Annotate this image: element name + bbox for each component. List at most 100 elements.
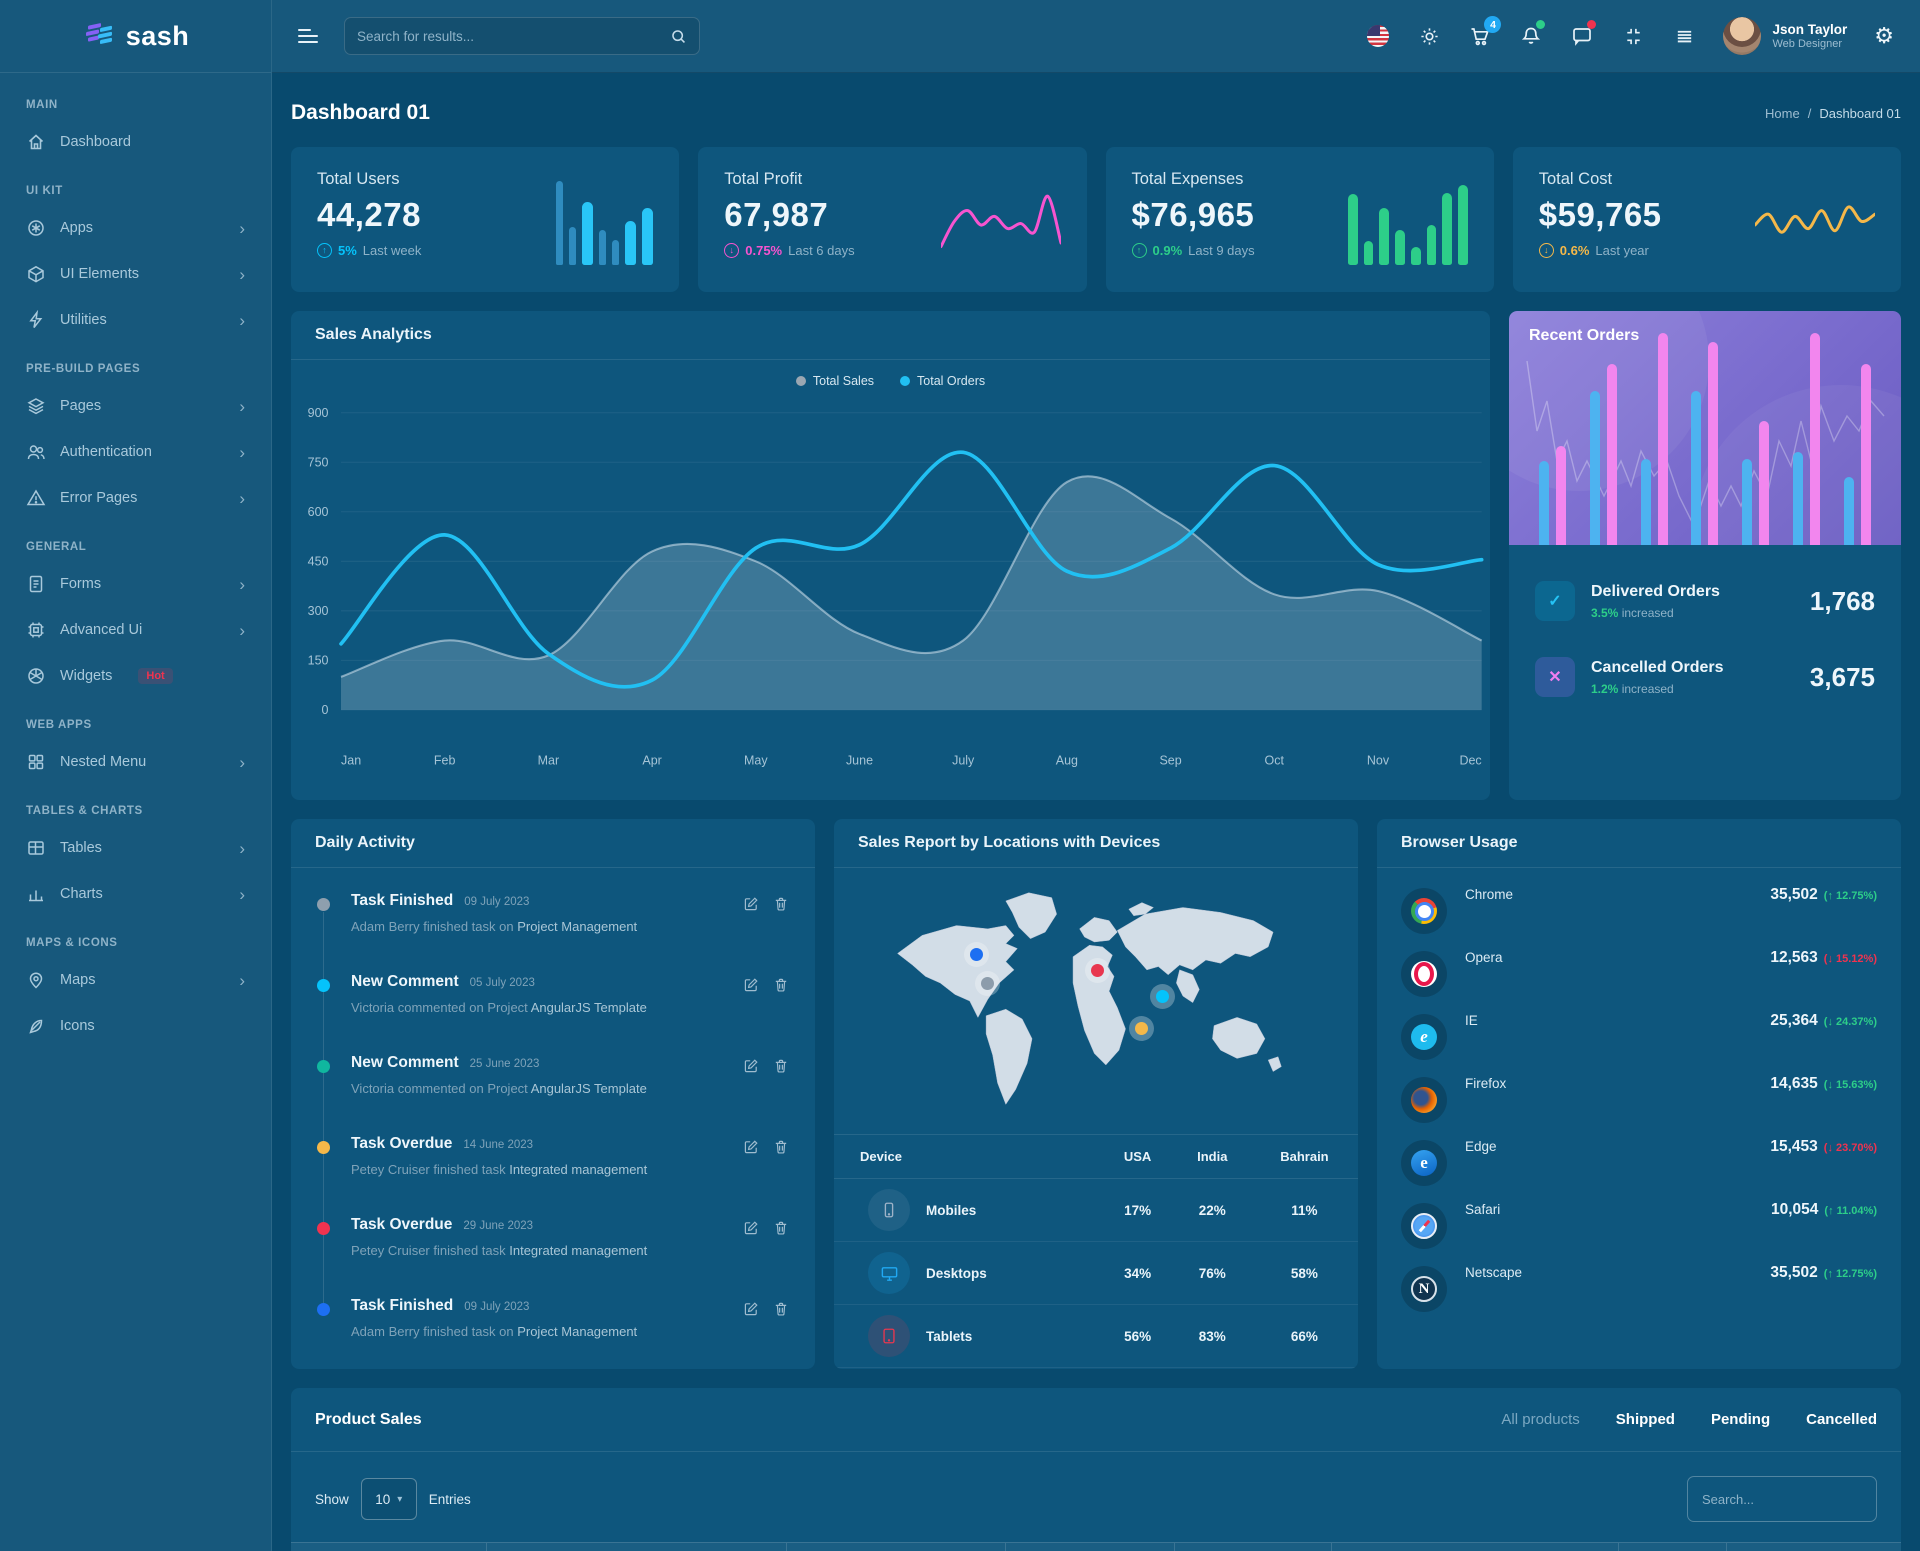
language-flag-button[interactable] <box>1366 24 1390 48</box>
sidebar-menu: MAIN Dashboard UI KIT Apps › UI Elements… <box>0 73 271 1049</box>
chat-icon <box>1573 28 1592 46</box>
sidebar-item-dashboard[interactable]: Dashboard <box>0 119 271 165</box>
sidebar-item-maps[interactable]: Maps › <box>0 957 271 1003</box>
global-search[interactable] <box>344 17 700 55</box>
theme-toggle-button[interactable] <box>1417 24 1441 48</box>
sidebar-item-pages[interactable]: Pages › <box>0 383 271 429</box>
col-device: Device <box>834 1134 1102 1179</box>
sidebar-item-label: Widgets <box>60 668 113 684</box>
aperture-icon <box>28 668 44 684</box>
stat-change: 5% <box>338 243 357 258</box>
tab-shipped[interactable]: Shipped <box>1615 1411 1675 1428</box>
edit-icon[interactable] <box>743 977 759 993</box>
cost-spark-chart <box>1755 179 1875 265</box>
edit-icon[interactable] <box>743 1301 759 1317</box>
sidebar-item-widgets[interactable]: Widgets Hot <box>0 653 271 699</box>
desktop-icon <box>868 1252 910 1294</box>
entries-select[interactable]: 10 ▾ <box>360 1478 417 1520</box>
search-input[interactable] <box>357 28 670 44</box>
card-title: Sales Report by Locations with Devices <box>834 819 1358 868</box>
delivered-change-suffix: increased <box>1621 605 1674 620</box>
show-label: Show <box>315 1491 349 1507</box>
cancelled-orders-row: ✕ Cancelled Orders 1.2% increased 3,675 <box>1535 657 1875 697</box>
chevron-right-icon: › <box>239 218 245 238</box>
sidebar-item-icons[interactable]: Icons <box>0 1003 271 1049</box>
svg-text:Sep: Sep <box>1159 753 1181 767</box>
notification-dot <box>1536 20 1546 29</box>
table-icon <box>28 841 44 855</box>
messages-button[interactable] <box>1570 20 1597 48</box>
trash-icon[interactable] <box>773 1301 789 1317</box>
settings-gear-button[interactable]: ⚙ <box>1874 23 1894 48</box>
sidebar-item-nested-menu[interactable]: Nested Menu › <box>0 739 271 785</box>
activity-title: Task Overdue <box>351 1135 453 1152</box>
edit-icon[interactable] <box>743 1139 759 1155</box>
stat-change: 0.75% <box>745 243 783 258</box>
tab-cancelled[interactable]: Cancelled <box>1806 1411 1877 1428</box>
map-marker[interactable] <box>1090 963 1104 977</box>
stat-change: 0.6% <box>1559 243 1590 258</box>
sidebar-item-error-pages[interactable]: Error Pages › <box>0 475 271 521</box>
daily-activity-card: Daily Activity Task Finished 09 July 2023… <box>291 819 815 1369</box>
browser-row-ie: e IE 25,364 (↓ 24.37%) <box>1401 1010 1877 1060</box>
map-marker[interactable] <box>980 977 994 991</box>
table-search-input[interactable] <box>1687 1476 1877 1522</box>
trash-icon[interactable] <box>773 977 789 993</box>
trash-icon[interactable] <box>773 896 789 912</box>
section-label-main: MAIN <box>26 99 58 111</box>
map-marker[interactable] <box>970 947 984 961</box>
activity-date: 29 June 2023 <box>463 1220 534 1232</box>
card-title: Recent Orders <box>1529 327 1640 344</box>
map-marker[interactable] <box>1156 990 1170 1004</box>
trash-icon[interactable] <box>773 1058 789 1074</box>
chevron-right-icon: › <box>239 396 245 416</box>
sidebar-item-forms[interactable]: Forms › <box>0 561 271 607</box>
sidebar-item-label: Authentication <box>60 444 152 460</box>
sidebar-toggle-icon[interactable] <box>298 29 318 43</box>
lightning-icon <box>29 310 43 328</box>
sidebar-item-ui-elements[interactable]: UI Elements › <box>0 251 271 297</box>
edit-icon[interactable] <box>743 1058 759 1074</box>
edit-icon[interactable] <box>743 1220 759 1236</box>
sales-report-card: Sales Report by Locations with Devices <box>834 819 1358 1369</box>
sidebar-item-utilities[interactable]: Utilities › <box>0 297 271 343</box>
svg-text:Dec: Dec <box>1459 753 1481 767</box>
sidebar-item-apps[interactable]: Apps › <box>0 205 271 251</box>
topbar-actions: 4 Json Taylor Web Designer ⚙ <box>1366 16 1894 55</box>
user-menu[interactable]: Json Taylor Web Designer <box>1723 17 1847 55</box>
brand-logo[interactable]: sash <box>0 0 271 73</box>
bell-icon <box>1522 27 1541 44</box>
trash-icon[interactable] <box>773 1220 789 1236</box>
stats-row: Total Users 44,278 ↑ 5% Last week Total … <box>291 147 1901 292</box>
sidebar-item-tables[interactable]: Tables › <box>0 825 271 871</box>
activity-dot <box>317 1141 330 1154</box>
world-map <box>834 868 1358 1134</box>
map-marker[interactable] <box>1135 1022 1149 1036</box>
tab-all-products[interactable]: All products <box>1501 1411 1580 1428</box>
chrome-icon <box>1401 888 1447 934</box>
tab-pending[interactable]: Pending <box>1710 1411 1771 1428</box>
activity-title: New Comment <box>351 973 459 990</box>
trash-icon[interactable] <box>773 1139 789 1155</box>
activity-title: Task Overdue <box>351 1216 453 1233</box>
hot-badge: Hot <box>138 668 173 684</box>
opera-icon <box>1401 951 1447 997</box>
sidebar-item-authentication[interactable]: Authentication › <box>0 429 271 475</box>
browser-row-opera: Opera 12,563 (↓ 15.12%) <box>1401 947 1877 997</box>
legend-dot <box>900 376 911 386</box>
product-sales-card: Product Sales All products Shipped Pendi… <box>291 1388 1901 1551</box>
stat-period: Last year <box>1595 243 1649 258</box>
sidebar-item-charts[interactable]: Charts › <box>0 871 271 917</box>
legend-total-orders[interactable]: Total Orders <box>900 374 985 388</box>
svg-text:900: 900 <box>308 406 329 420</box>
search-icon[interactable] <box>670 28 687 45</box>
cart-button[interactable]: 4 <box>1468 16 1502 48</box>
legend-total-sales[interactable]: Total Sales <box>795 374 874 388</box>
right-panel-toggle-button[interactable] <box>1672 24 1696 48</box>
sidebar-item-advanced-ui[interactable]: Advanced Ui › <box>0 607 271 653</box>
notifications-button[interactable] <box>1519 20 1546 48</box>
breadcrumb-home[interactable]: Home <box>1765 105 1800 121</box>
fullscreen-button[interactable] <box>1621 24 1645 48</box>
section-label-general: GENERAL <box>26 541 87 553</box>
edit-icon[interactable] <box>743 896 759 912</box>
